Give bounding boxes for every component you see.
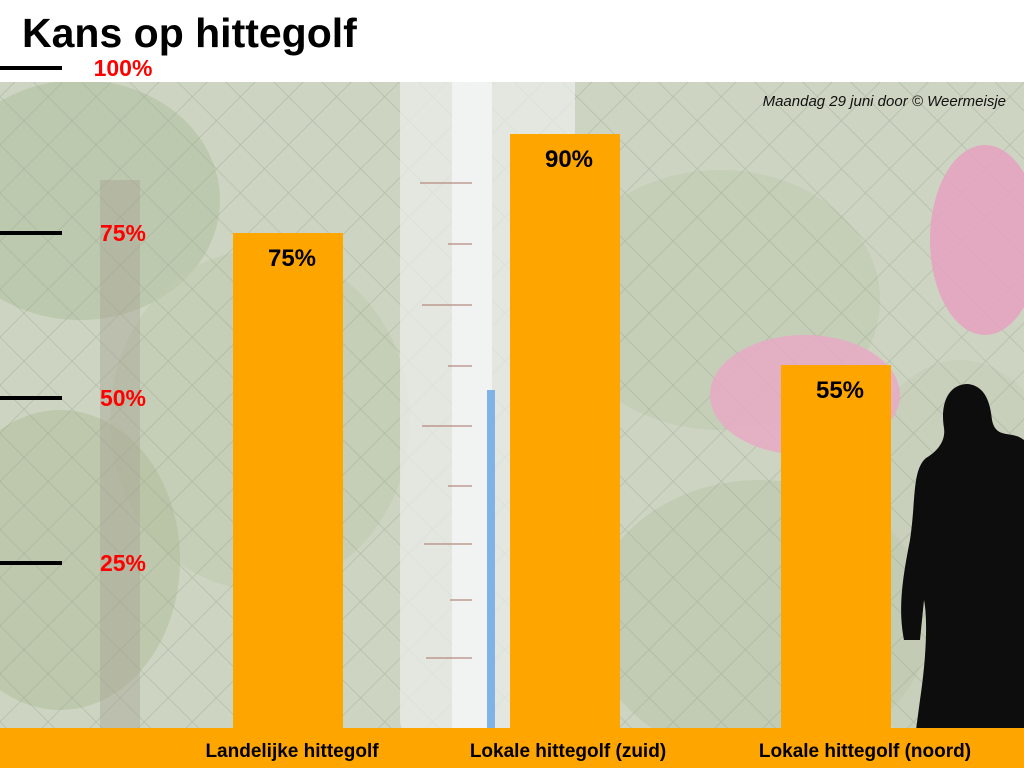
bar-value-label: 90% bbox=[545, 146, 593, 173]
category-label: Landelijke hittegolf bbox=[205, 741, 379, 762]
bar-value-label: 75% bbox=[268, 245, 316, 272]
y-tick-label: 100% bbox=[94, 55, 153, 81]
bar bbox=[781, 365, 891, 728]
category-label: Lokale hittegolf (zuid) bbox=[470, 741, 666, 762]
bar-value-label: 55% bbox=[816, 377, 864, 404]
credit-line: Maandag 29 juni door © Weermeisje bbox=[762, 93, 1006, 110]
bar bbox=[233, 233, 343, 728]
y-tick-label: 50% bbox=[100, 385, 146, 411]
y-tick-label: 25% bbox=[100, 550, 146, 576]
category-band bbox=[0, 728, 1024, 768]
category-label: Lokale hittegolf (noord) bbox=[759, 741, 971, 762]
y-tick-label: 75% bbox=[100, 220, 146, 246]
title-strip bbox=[0, 0, 1024, 82]
page-title: Kans op hittegolf bbox=[22, 10, 357, 56]
bar bbox=[510, 134, 620, 728]
